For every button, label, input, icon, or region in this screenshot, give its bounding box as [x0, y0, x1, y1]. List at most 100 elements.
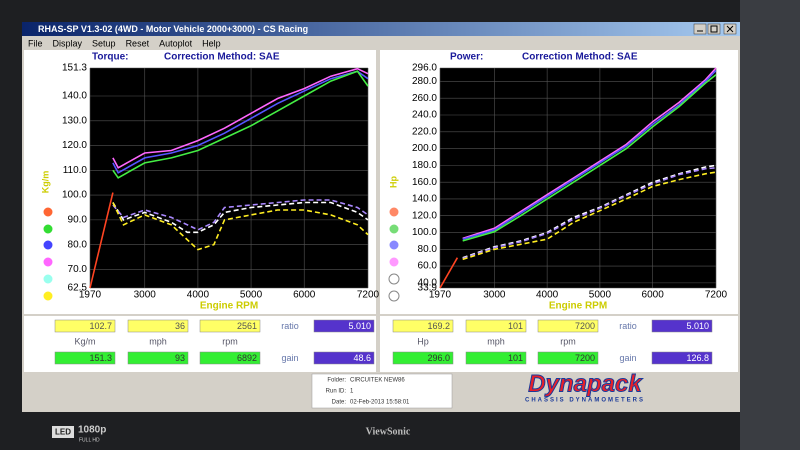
ratio-value: 5.010 — [686, 321, 709, 331]
background — [740, 0, 800, 450]
peak-value: 6892 — [237, 353, 257, 363]
menu-item[interactable]: Autoplot — [159, 38, 193, 48]
menu-item[interactable]: Reset — [126, 38, 150, 48]
legend-dot[interactable] — [42, 223, 54, 235]
y-tick-label: 220.0 — [412, 126, 437, 137]
ratio-value: 5.010 — [348, 321, 371, 331]
ratio-label: ratio — [619, 321, 637, 331]
maximize-button[interactable] — [707, 23, 721, 35]
gain-value-box — [313, 351, 375, 365]
menu-item[interactable]: Setup — [92, 38, 116, 48]
x-tick-label: 6000 — [293, 290, 316, 301]
chart-subtitle: Correction Method: SAE — [164, 52, 280, 63]
run-value: 1 — [350, 389, 354, 395]
y-tick-label: 80.0 — [68, 239, 88, 250]
x-axis-label: Engine RPM — [549, 301, 607, 312]
legend-dot[interactable] — [42, 206, 54, 218]
current-value: 2561 — [237, 321, 257, 331]
run-label: Run ID: — [326, 389, 347, 395]
x-tick-label: 3000 — [134, 290, 157, 301]
series-line — [439, 257, 459, 289]
current-value-box — [392, 319, 454, 333]
peak-value: 296.0 — [427, 353, 450, 363]
y-tick-label: 140.0 — [412, 194, 437, 205]
ratio-label: ratio — [281, 321, 299, 331]
gain-label: gain — [619, 353, 636, 363]
current-value-box — [537, 319, 599, 333]
window-title: RHAS-SP V1.3-02 (4WD - Motor Vehicle 200… — [38, 24, 308, 34]
gain-value: 126.8 — [686, 353, 709, 363]
y-axis-label: Hp — [388, 176, 398, 188]
date-label: Date: — [332, 400, 347, 406]
legend-dot[interactable] — [388, 239, 400, 251]
series-line — [112, 70, 369, 179]
logo-name: Dynapack — [528, 370, 643, 397]
series-line — [89, 192, 114, 289]
current-value: 169.2 — [427, 321, 450, 331]
legend-dot[interactable] — [42, 290, 54, 302]
unit-label: mph — [487, 336, 505, 346]
close-icon — [726, 25, 734, 33]
unit-label: Kg/m — [74, 336, 95, 346]
y-tick-label: 120.0 — [62, 140, 87, 151]
legend-dot[interactable] — [388, 290, 400, 302]
maximize-icon — [710, 25, 718, 33]
y-tick-label: 140.0 — [62, 91, 87, 102]
legend-dot[interactable] — [42, 273, 54, 285]
legend-dot[interactable] — [388, 256, 400, 268]
y-tick-label: 160.0 — [412, 177, 437, 188]
plot-area — [90, 68, 368, 288]
y-tick-label: 40.0 — [418, 278, 438, 289]
y-tick-label: 130.0 — [62, 115, 87, 126]
series-line — [462, 167, 717, 260]
x-tick-label: 7200 — [705, 290, 728, 301]
y-tick-label: 296.0 — [412, 63, 437, 74]
series-line — [462, 69, 717, 240]
current-value-box — [127, 319, 189, 333]
plot-area — [440, 68, 716, 288]
x-axis-label: Engine RPM — [200, 301, 258, 312]
y-tick-label: 120.0 — [412, 210, 437, 221]
peak-value-box — [465, 351, 527, 365]
unit-label: rpm — [560, 336, 576, 346]
current-value: 7200 — [575, 321, 595, 331]
legend-dot[interactable] — [388, 223, 400, 235]
led-badge — [52, 426, 74, 438]
brand-text: ViewSonic — [366, 426, 411, 437]
current-value-box — [465, 319, 527, 333]
x-tick-label: 6000 — [642, 290, 665, 301]
title-bar — [22, 22, 740, 36]
menu-item[interactable]: Help — [202, 38, 221, 48]
led-text: LED — [55, 428, 71, 437]
y-tick-label: 70.0 — [68, 264, 88, 275]
menu-item[interactable]: File — [28, 38, 43, 48]
peak-value-box — [392, 351, 454, 365]
y-tick-label: 60.0 — [418, 261, 438, 272]
legend-dot[interactable] — [388, 206, 400, 218]
x-tick-label: 4000 — [536, 290, 559, 301]
legend-dot[interactable] — [42, 239, 54, 251]
y-tick-label: 151.3 — [62, 63, 87, 74]
current-value-box — [54, 319, 116, 333]
peak-value-box — [537, 351, 599, 365]
series-line — [462, 164, 717, 259]
readouts: 102.7 Kg/m 151.3 36 mph 93 2561 rpm 6892 ratio 5.0… — [54, 319, 713, 365]
y-tick-label: 180.0 — [412, 160, 437, 171]
menu-bar: File Display Setup Reset Autoplot Help — [28, 38, 221, 48]
run-info-box — [311, 373, 453, 409]
ratio-value-box — [651, 319, 713, 333]
x-tick-label: 3000 — [483, 290, 506, 301]
unit-label: mph — [149, 336, 167, 346]
minimize-button[interactable] — [693, 23, 707, 35]
legend-dot[interactable] — [42, 256, 54, 268]
legend-dot[interactable] — [388, 273, 400, 285]
logo-tagline: CHASSIS DYNAMOMETERS — [525, 398, 645, 404]
y-tick-label: 62.5 — [68, 283, 88, 294]
series-line — [112, 67, 369, 169]
menu-item[interactable]: Display — [53, 38, 83, 48]
resolution-text: 1080p — [78, 425, 106, 436]
legend — [42, 206, 400, 302]
peak-value: 101 — [508, 353, 523, 363]
